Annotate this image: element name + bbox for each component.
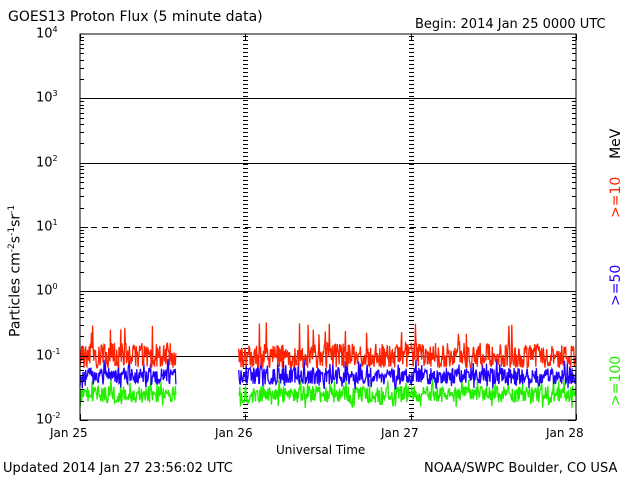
series-line — [238, 378, 577, 409]
legend-item: >=10 MeV — [608, 128, 624, 218]
x-tick-label: Jan 25 — [50, 426, 88, 440]
x-tick-label: Jan 26 — [215, 426, 253, 440]
series-line — [79, 325, 177, 370]
reference-lines — [80, 98, 576, 357]
updated-timestamp: Updated 2014 Jan 27 23:56:02 UTC — [3, 461, 233, 476]
y-tick-label: 100 — [36, 282, 58, 299]
axis-tick-marks — [80, 34, 577, 421]
x-tick-label: Jan 28 — [546, 426, 584, 440]
series-line — [238, 358, 577, 390]
y-tick-label: 103 — [36, 89, 58, 106]
legend-item: >=50 — [608, 264, 624, 306]
y-tick-label: 10-2 — [36, 411, 61, 428]
chart-title: GOES13 Proton Flux (5 minute data) — [8, 9, 263, 25]
series-line — [79, 358, 177, 389]
begin-date: Begin: 2014 Jan 25 0000 UTC — [415, 17, 606, 32]
y-tick-label: 102 — [36, 154, 58, 171]
y-axis-label: Particles cm-2s-1sr-1 — [7, 204, 24, 337]
series-layer — [79, 322, 577, 409]
credit-text: NOAA/SWPC Boulder, CO USA — [424, 461, 618, 476]
x-axis-label: Universal Time — [276, 443, 366, 457]
series-line — [238, 322, 577, 370]
y-tick-label: 10-1 — [36, 347, 61, 364]
series-line — [79, 378, 177, 409]
y-tick-label: 104 — [36, 25, 58, 42]
x-tick-label: Jan 27 — [381, 426, 419, 440]
y-tick-label: 101 — [36, 218, 58, 235]
day-tick-marks — [243, 36, 414, 417]
legend-item: >=100 — [608, 355, 624, 406]
